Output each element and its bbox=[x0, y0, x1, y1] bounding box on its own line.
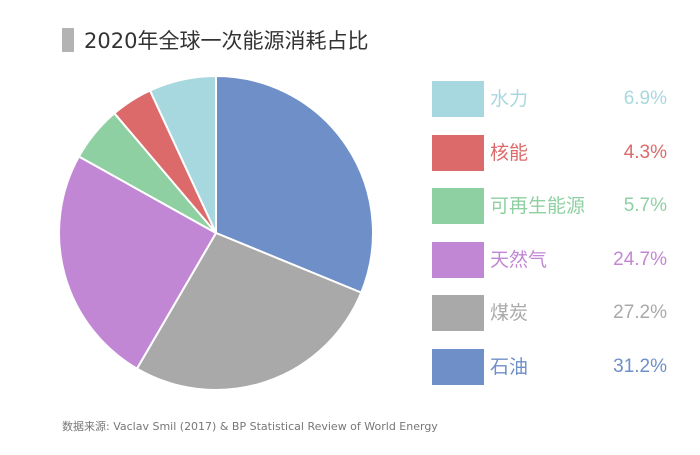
legend-label: 石油 bbox=[490, 355, 529, 378]
legend-value: 6.9% bbox=[623, 88, 667, 109]
legend-swatch bbox=[432, 134, 484, 171]
legend-value: 31.2% bbox=[613, 355, 667, 377]
source-note: 数据来源: Vaclav Smil (2017) & BP Statistica… bbox=[62, 420, 438, 433]
legend-value: 5.7% bbox=[623, 195, 667, 216]
legend-label: 煤炭 bbox=[490, 302, 529, 324]
legend-swatch bbox=[432, 81, 484, 117]
pie-slice-1 bbox=[215, 74, 374, 294]
chart-title: 2020年全球一次能源消耗占比 bbox=[84, 29, 369, 53]
legend-value: 4.3% bbox=[623, 141, 667, 163]
legend-label: 核能 bbox=[490, 141, 529, 164]
pie-slice-2 bbox=[135, 231, 363, 391]
legend-item-4: 可再生能源 5.7% bbox=[432, 188, 692, 224]
legend-item-5: 核能 4.3% bbox=[432, 134, 692, 171]
legend-swatch bbox=[432, 348, 484, 385]
legend-swatch bbox=[432, 188, 484, 224]
pie-slice-6 bbox=[148, 74, 217, 234]
legend-label: 水力 bbox=[490, 88, 529, 110]
legend-value: 27.2% bbox=[613, 302, 667, 323]
legend-label: 可再生能源 bbox=[490, 195, 586, 217]
legend-swatch bbox=[432, 241, 484, 278]
legend-swatch bbox=[432, 295, 484, 331]
legend-item-1: 石油 31.2% bbox=[432, 348, 692, 385]
legend-label: 天然气 bbox=[490, 248, 548, 271]
legend-item-2: 煤炭 27.2% bbox=[432, 295, 692, 331]
title-marker bbox=[62, 28, 74, 52]
legend-item-3: 天然气 24.7% bbox=[432, 241, 692, 278]
legend-item-6: 水力 6.9% bbox=[432, 81, 692, 117]
legend-value: 24.7% bbox=[613, 248, 667, 270]
pie-slice-3 bbox=[58, 155, 218, 371]
chart-title-block: 2020年全球一次能源消耗占比 bbox=[62, 27, 368, 53]
